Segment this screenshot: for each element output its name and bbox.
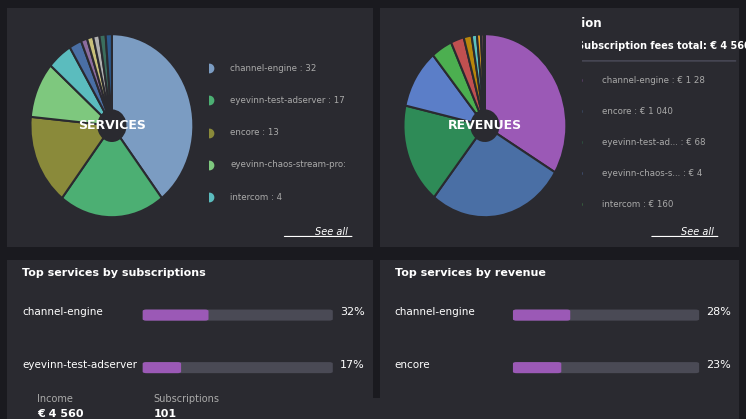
Text: intercom : 4: intercom : 4 bbox=[231, 193, 283, 202]
Text: See all: See all bbox=[315, 227, 348, 237]
Text: Top services by revenue: Top services by revenue bbox=[395, 269, 545, 278]
Wedge shape bbox=[51, 47, 105, 116]
Wedge shape bbox=[481, 34, 485, 111]
Text: 17%: 17% bbox=[340, 360, 365, 370]
Text: 32%: 32% bbox=[340, 307, 365, 317]
Wedge shape bbox=[81, 39, 107, 111]
FancyBboxPatch shape bbox=[142, 310, 333, 321]
Wedge shape bbox=[483, 34, 485, 111]
Text: encore : € 1 040: encore : € 1 040 bbox=[603, 106, 674, 116]
Text: encore : 13: encore : 13 bbox=[231, 128, 279, 137]
Text: channel-engine : 32: channel-engine : 32 bbox=[231, 64, 317, 72]
FancyBboxPatch shape bbox=[142, 362, 181, 373]
Wedge shape bbox=[404, 106, 477, 197]
Text: channel-engine : € 1 28: channel-engine : € 1 28 bbox=[603, 75, 706, 85]
Wedge shape bbox=[87, 36, 109, 111]
Wedge shape bbox=[485, 34, 566, 172]
FancyBboxPatch shape bbox=[513, 362, 561, 373]
Text: Subscription fees total: € 4 560: Subscription fees total: € 4 560 bbox=[577, 41, 746, 51]
Text: See all: See all bbox=[680, 227, 713, 237]
Wedge shape bbox=[433, 42, 479, 114]
Text: eyevinn-test-adserver: eyevinn-test-adserver bbox=[22, 360, 137, 370]
Text: eyevinn-chaos-s... : € 4: eyevinn-chaos-s... : € 4 bbox=[603, 169, 703, 178]
Wedge shape bbox=[112, 34, 193, 198]
Text: € 4 560: € 4 560 bbox=[37, 409, 84, 419]
Text: eyevinn-test-adserver : 17: eyevinn-test-adserver : 17 bbox=[231, 96, 345, 105]
FancyBboxPatch shape bbox=[142, 362, 333, 373]
Text: eyevinn-chaos-stream-pro:: eyevinn-chaos-stream-pro: bbox=[231, 160, 346, 169]
Text: SERVICES: SERVICES bbox=[78, 119, 145, 132]
Wedge shape bbox=[93, 35, 110, 111]
Text: Subscriptions: Subscriptions bbox=[154, 394, 219, 404]
Wedge shape bbox=[471, 35, 483, 111]
Wedge shape bbox=[477, 34, 484, 111]
Text: 28%: 28% bbox=[706, 307, 731, 317]
Wedge shape bbox=[99, 34, 111, 111]
Text: intercom : € 160: intercom : € 160 bbox=[603, 200, 674, 209]
Text: Subscriptions per service: Subscriptions per service bbox=[22, 18, 190, 31]
Text: 101: 101 bbox=[154, 409, 177, 419]
Wedge shape bbox=[62, 138, 162, 217]
FancyBboxPatch shape bbox=[142, 310, 209, 321]
Text: Estimated revenue distribution: Estimated revenue distribution bbox=[395, 18, 601, 31]
Text: Top services by subscriptions: Top services by subscriptions bbox=[22, 269, 206, 278]
Wedge shape bbox=[31, 65, 101, 124]
Wedge shape bbox=[451, 37, 481, 112]
Wedge shape bbox=[106, 34, 112, 111]
Text: Income: Income bbox=[37, 394, 72, 404]
Text: REVENUES: REVENUES bbox=[448, 119, 522, 132]
FancyBboxPatch shape bbox=[513, 310, 699, 321]
Wedge shape bbox=[31, 117, 104, 198]
Wedge shape bbox=[464, 36, 483, 111]
Text: eyevinn-test-ad... : € 68: eyevinn-test-ad... : € 68 bbox=[603, 137, 706, 147]
Text: encore: encore bbox=[395, 360, 430, 370]
Wedge shape bbox=[405, 55, 476, 122]
Text: channel-engine: channel-engine bbox=[22, 307, 103, 317]
Wedge shape bbox=[434, 134, 555, 217]
Text: 23%: 23% bbox=[706, 360, 731, 370]
FancyBboxPatch shape bbox=[513, 362, 699, 373]
FancyBboxPatch shape bbox=[513, 310, 570, 321]
Text: channel-engine: channel-engine bbox=[395, 307, 475, 317]
Wedge shape bbox=[70, 41, 107, 113]
